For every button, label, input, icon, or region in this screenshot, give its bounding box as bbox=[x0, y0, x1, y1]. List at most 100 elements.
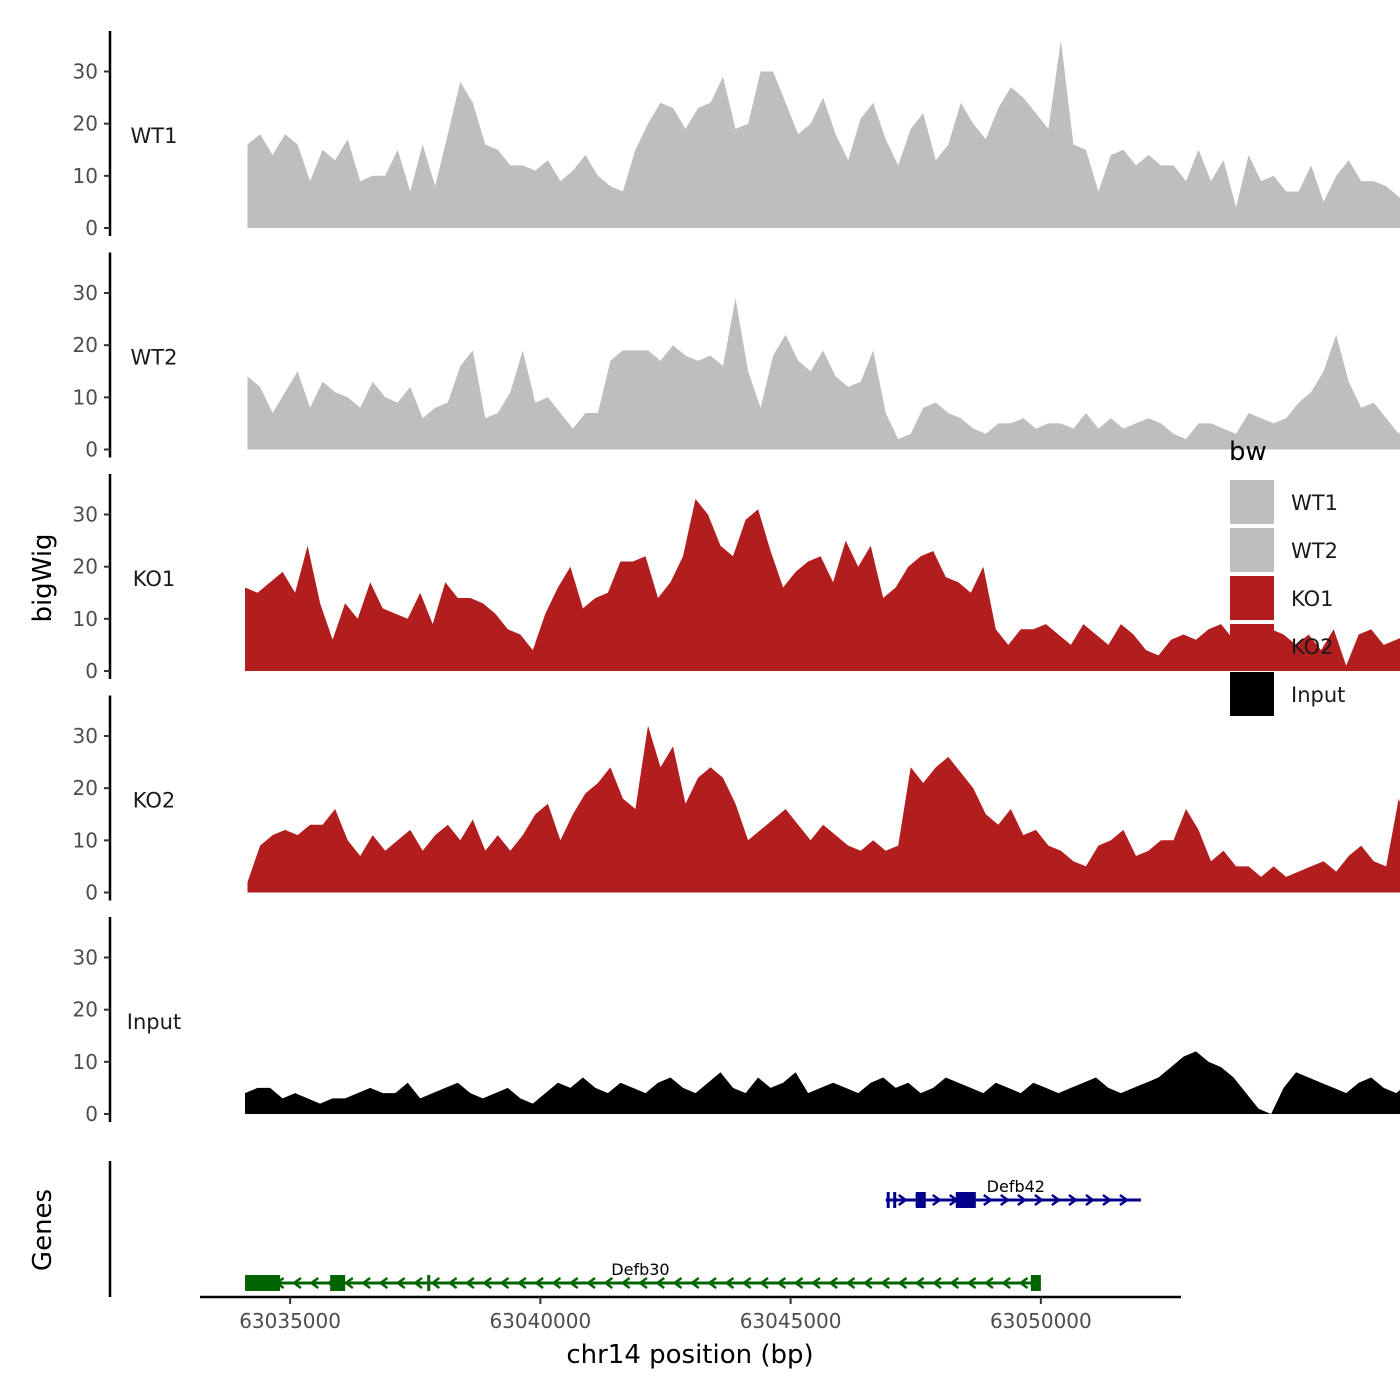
y-tick-label: 0 bbox=[85, 438, 98, 462]
strand-arrow bbox=[620, 1277, 631, 1289]
strand-arrow bbox=[1001, 1277, 1011, 1289]
exon bbox=[245, 1275, 281, 1291]
area-input bbox=[245, 1051, 1400, 1114]
strand-arrow bbox=[534, 1277, 544, 1289]
x-axis: 63035000 63040000 63045000 63050000 bbox=[200, 1295, 1181, 1333]
exon bbox=[1030, 1275, 1041, 1291]
strand-arrow bbox=[568, 1277, 579, 1289]
y-tick-label: 10 bbox=[73, 164, 98, 188]
track-label: KO2 bbox=[133, 789, 176, 813]
y-tick-label: 20 bbox=[73, 776, 98, 800]
strand-arrow bbox=[482, 1277, 492, 1289]
exon bbox=[915, 1192, 926, 1208]
genes-axis-title: Genes bbox=[28, 1189, 58, 1271]
strand-arrow bbox=[758, 1277, 769, 1289]
strand-arrow bbox=[983, 1194, 993, 1206]
strand-arrow bbox=[1068, 1194, 1078, 1206]
legend-item: Input bbox=[1230, 672, 1345, 716]
y-tick-label: 0 bbox=[85, 216, 98, 240]
exon bbox=[330, 1275, 346, 1291]
track-label: WT1 bbox=[131, 124, 178, 148]
genes-panel: Defb42 Defb30 bbox=[108, 1161, 1141, 1297]
strand-arrow bbox=[1017, 1194, 1027, 1206]
legend-label: WT1 bbox=[1291, 491, 1338, 515]
strand-arrow bbox=[914, 1277, 925, 1289]
y-tick-label: 30 bbox=[73, 946, 98, 970]
strand-arrow bbox=[1034, 1194, 1044, 1206]
legend-item: KO2 bbox=[1230, 624, 1334, 668]
legend-item: KO1 bbox=[1230, 576, 1334, 620]
y-tick-label: 30 bbox=[73, 281, 98, 305]
legend: bw WT1 WT2 KO1 KO2 Input bbox=[1229, 437, 1345, 716]
x-tick-label: 63045000 bbox=[740, 1309, 842, 1333]
y-tick-label: 20 bbox=[73, 333, 98, 357]
y-tick-label: 20 bbox=[73, 112, 98, 136]
strand-arrow bbox=[343, 1277, 354, 1289]
strand-arrow bbox=[655, 1277, 665, 1289]
strand-arrow bbox=[828, 1277, 838, 1289]
strand-arrow bbox=[931, 1277, 942, 1289]
strand-arrow bbox=[447, 1277, 458, 1289]
strand-arrow bbox=[898, 1194, 908, 1206]
strand-arrow bbox=[464, 1277, 475, 1289]
y-tick-label: 30 bbox=[73, 724, 98, 748]
legend-label: Input bbox=[1291, 683, 1345, 707]
exon bbox=[427, 1275, 431, 1291]
exon bbox=[955, 1192, 976, 1208]
strand-arrow bbox=[983, 1277, 994, 1289]
y-tick-label: 20 bbox=[73, 998, 98, 1022]
strand-arrow bbox=[309, 1277, 319, 1289]
gene-label: Defb30 bbox=[611, 1260, 669, 1279]
track-ko1: 0 10 20 30 KO1 bbox=[73, 474, 1400, 683]
y-tick-label: 10 bbox=[73, 828, 98, 852]
strand-arrow bbox=[1119, 1194, 1130, 1206]
gene-defb30: Defb30 bbox=[245, 1260, 1041, 1291]
x-tick-label: 63050000 bbox=[990, 1309, 1092, 1333]
x-tick-label: 63040000 bbox=[489, 1309, 591, 1333]
strand-arrow bbox=[585, 1277, 596, 1289]
legend-item: WT2 bbox=[1230, 528, 1338, 572]
legend-label: KO2 bbox=[1291, 635, 1334, 659]
strand-arrow bbox=[724, 1277, 735, 1289]
strand-arrow bbox=[378, 1277, 389, 1289]
area-wt2 bbox=[247, 298, 1400, 450]
track-input: 0 10 20 30 Input bbox=[73, 917, 1400, 1126]
strand-arrow bbox=[776, 1277, 787, 1289]
legend-label: KO1 bbox=[1291, 587, 1334, 611]
y-axis-title: bigWig bbox=[28, 533, 58, 622]
gene-label: Defb42 bbox=[987, 1177, 1045, 1196]
strand-arrow bbox=[412, 1277, 423, 1289]
strand-arrow bbox=[793, 1277, 804, 1289]
strand-arrow bbox=[603, 1277, 614, 1289]
strand-arrow bbox=[845, 1277, 856, 1289]
y-tick-label: 10 bbox=[73, 1050, 98, 1074]
track-label: KO1 bbox=[133, 567, 176, 591]
strand-arrow bbox=[897, 1277, 908, 1289]
legend-swatch bbox=[1230, 576, 1274, 620]
legend-swatch bbox=[1230, 528, 1274, 572]
strand-arrow bbox=[499, 1277, 510, 1289]
track-label: Input bbox=[127, 1010, 181, 1034]
strand-arrow bbox=[880, 1277, 890, 1289]
strand-arrow bbox=[966, 1277, 977, 1289]
area-ko1 bbox=[245, 498, 1400, 671]
strand-arrow bbox=[1102, 1194, 1112, 1206]
strand-arrow bbox=[395, 1277, 406, 1289]
legend-swatch bbox=[1230, 672, 1274, 716]
strand-arrow bbox=[516, 1277, 527, 1289]
y-tick-label: 30 bbox=[73, 60, 98, 84]
track-ko2: 0 10 20 30 KO2 bbox=[73, 695, 1400, 905]
area-wt1 bbox=[247, 40, 1400, 228]
strand-arrow bbox=[1085, 1194, 1095, 1206]
strand-arrow bbox=[361, 1277, 371, 1289]
strand-arrow bbox=[932, 1194, 942, 1206]
track-wt2: 0 10 20 30 WT2 bbox=[73, 252, 1400, 462]
legend-swatch bbox=[1230, 624, 1274, 668]
legend-label: WT2 bbox=[1291, 539, 1338, 563]
legend-item: WT1 bbox=[1230, 480, 1338, 524]
exon bbox=[893, 1192, 897, 1208]
y-tick-label: 10 bbox=[73, 385, 98, 409]
legend-swatch bbox=[1230, 480, 1274, 524]
strand-arrow bbox=[810, 1277, 821, 1289]
